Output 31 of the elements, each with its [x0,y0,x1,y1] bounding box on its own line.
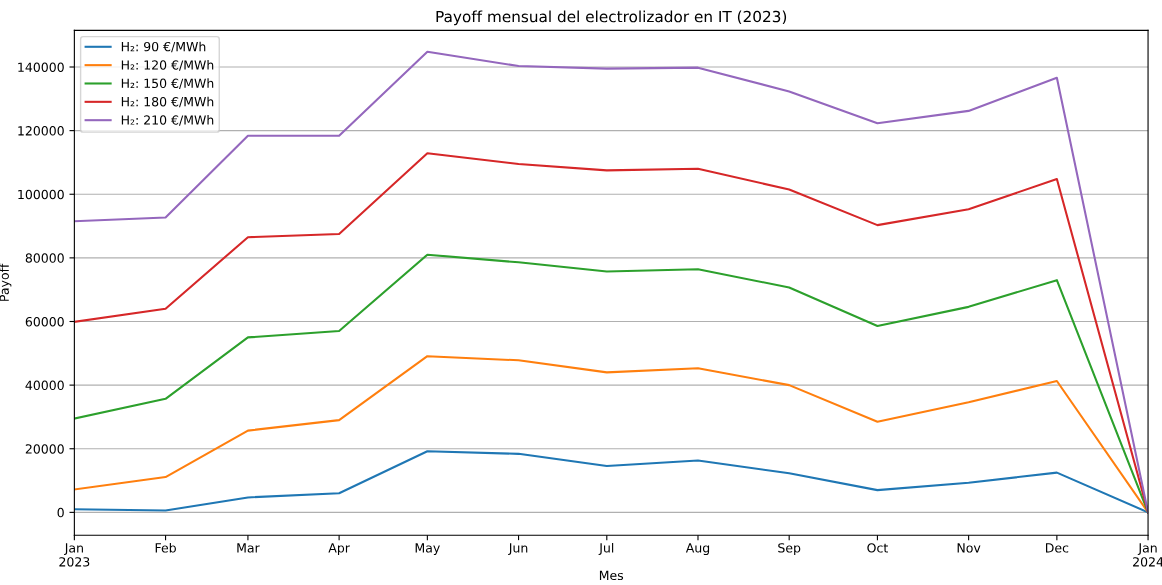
line-series [74,355,1149,514]
y-tick-label: 100000 [18,189,64,200]
legend-label: H₂: 210 €/MWh [121,115,214,126]
x-tick-label: Jan 2023 [59,543,90,567]
x-tick-label: Apr [328,543,350,556]
y-tick-label: 80000 [25,253,64,263]
y-tick-label: 140000 [18,62,64,72]
x-tick-label: Jul [598,542,614,555]
legend-label: H₂: 180 €/MWh [121,96,214,108]
y-tick-label: 40000 [25,380,64,391]
x-axis-title: Mes [599,570,624,581]
x-tick-label: Aug [685,543,710,556]
chart-title: Payoff mensual del electrolizador en IT (2023) [436,10,787,26]
legend-label: H₂: 150 €/MWh [121,78,214,90]
line-series [74,450,1149,514]
y-tick-label: 20000 [25,444,64,454]
x-tick-label: Mar [237,543,260,553]
x-tick-label: Nov [957,543,981,553]
y-tick-label: 120000 [18,126,64,136]
x-tick-label: Feb [155,542,176,553]
legend-label: H₂: 120 €/MWh [121,60,214,71]
legend-label: H₂: 90 €/MWh [121,41,206,53]
y-axis-title: Payoff [0,263,12,301]
x-tick-label: Dec [1046,543,1069,553]
y-tick-label: 60000 [25,316,64,327]
x-tick-label: Jun [508,543,528,555]
y-tick-label: 0 [57,507,64,518]
x-tick-label: Sep [778,543,801,556]
line-series [74,152,1149,514]
x-tick-label: May [415,543,440,556]
x-tick-label: Oct [867,543,888,553]
